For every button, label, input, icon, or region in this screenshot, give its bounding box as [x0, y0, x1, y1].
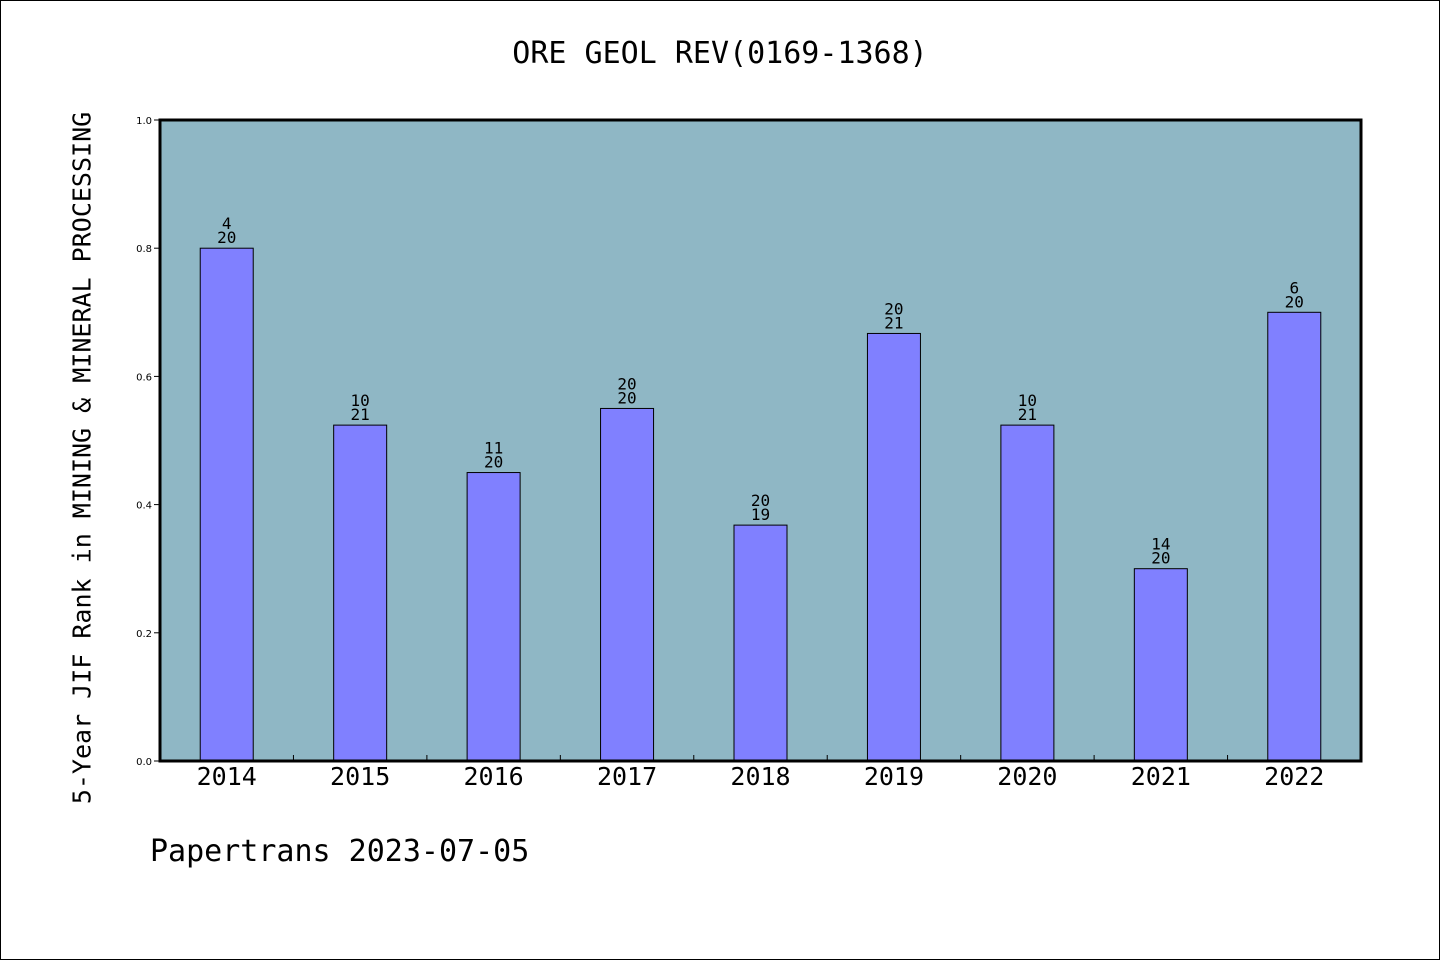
bar-label-bottom-2021: 20 [1151, 549, 1170, 568]
bar-label-top-2015: 10 [351, 391, 370, 410]
bar-2017 [600, 407, 655, 762]
bar-label-top-2021: 14 [1151, 535, 1170, 554]
bar-label-bottom-2017: 20 [617, 388, 636, 407]
bars-group [199, 247, 1322, 762]
bar-label-top-2019: 20 [884, 299, 903, 318]
y-ticks-group: 0.0 0.2 0.4 0.6 0.8 1.0 [136, 116, 160, 768]
plot-border [158, 118, 1363, 763]
bar-2020 [1000, 424, 1055, 762]
bar-label-top-2014: 4 [222, 214, 232, 233]
x-tick-label-2020: 2020 [997, 762, 1057, 791]
x-tick-label-2015: 2015 [330, 762, 390, 791]
y-tick-label: 0.8 [136, 244, 152, 255]
x-tick-label-2014: 2014 [197, 762, 257, 791]
bar-2022 [1267, 311, 1322, 762]
y-tick-label: 0.4 [136, 501, 152, 512]
bar-label-top-2017: 20 [617, 374, 636, 393]
bar-label-bottom-2016: 20 [484, 453, 503, 472]
x-tick-label-2016: 2016 [464, 762, 524, 791]
bar-2014 [199, 247, 254, 762]
bar-label-top-2022: 6 [1289, 278, 1299, 297]
bar-label-top-2018: 20 [751, 491, 770, 510]
footer-credit: Papertrans 2023-07-05 [150, 834, 530, 869]
x-tick-label-2022: 2022 [1264, 762, 1324, 791]
bar-label-bottom-2015: 21 [351, 405, 370, 424]
bar-label-bottom-2014: 20 [217, 228, 236, 247]
bar-2016 [466, 472, 521, 762]
y-tick-label: 0.2 [136, 629, 152, 640]
bar-2015 [333, 424, 388, 762]
bar-2019 [866, 332, 921, 762]
bar-label-bottom-2022: 20 [1285, 292, 1304, 311]
bar-2018 [733, 524, 788, 762]
bar-label-top-2016: 11 [484, 439, 503, 458]
chart-title: ORE GEOL REV(0169-1368) [512, 36, 928, 71]
x-tick-label-2019: 2019 [864, 762, 924, 791]
bar-label-bottom-2020: 21 [1018, 405, 1037, 424]
bar-label-bottom-2019: 21 [884, 313, 903, 332]
x-tick-label-2017: 2017 [597, 762, 657, 791]
bar-label-top-2020: 10 [1018, 391, 1037, 410]
x-tick-label-2021: 2021 [1131, 762, 1191, 791]
y-tick-label: 1.0 [136, 116, 152, 127]
bar-2021 [1133, 568, 1188, 762]
y-tick-label: 0.0 [136, 757, 152, 768]
x-ticks-group: 2014 2015 2016 2017 2018 2019 2020 2021 2022 [197, 755, 1324, 791]
y-tick-label: 0.6 [136, 372, 152, 383]
bar-label-bottom-2018: 19 [751, 505, 770, 524]
x-tick-label-2018: 2018 [730, 762, 790, 791]
